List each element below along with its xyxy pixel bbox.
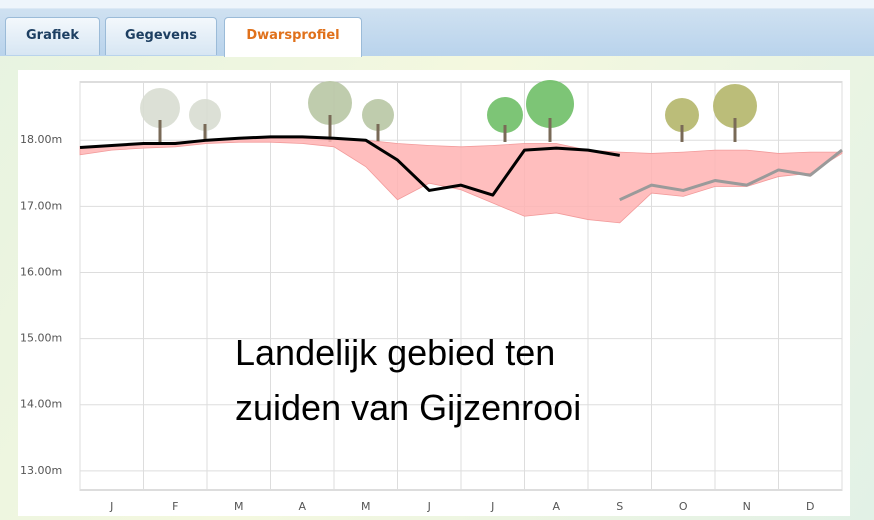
tab-active[interactable]: Dwarsprofiel: [224, 17, 362, 57]
x-tick-label: M: [361, 500, 371, 513]
x-tick-label: S: [616, 500, 623, 513]
x-tick-label: D: [806, 500, 814, 513]
chart-panel: [18, 70, 850, 516]
y-tick-label: 14.00m: [20, 398, 62, 411]
x-tick-label: F: [172, 500, 178, 513]
x-tick-label: A: [298, 500, 306, 513]
x-tick-label: O: [679, 500, 688, 513]
annotation: zuiden van Gijzenrooi: [235, 387, 581, 428]
y-tick-label: 16.00m: [20, 265, 62, 278]
x-tick-label: J: [490, 500, 494, 513]
y-tick-label: 13.00m: [20, 464, 62, 477]
y-tick-label: 18.00m: [20, 133, 62, 146]
x-tick-label: J: [427, 500, 431, 513]
tab[interactable]: Grafiek: [5, 17, 100, 55]
series-line: [619, 148, 843, 202]
annotation: Landelijk gebied ten: [235, 332, 555, 373]
y-tick-label: 15.00m: [20, 332, 62, 345]
x-tick-label: N: [743, 500, 751, 513]
x-tick-label: M: [234, 500, 244, 513]
y-tick-label: 17.00m: [20, 199, 62, 212]
x-tick-label: J: [109, 500, 113, 513]
tab[interactable]: Gegevens: [105, 17, 217, 55]
series-line: [79, 135, 620, 197]
tab-bar: Grafiek Gegevens Dwarsprofiel: [0, 0, 874, 57]
x-tick-label: A: [552, 500, 560, 513]
tree-decoration: [140, 80, 757, 142]
